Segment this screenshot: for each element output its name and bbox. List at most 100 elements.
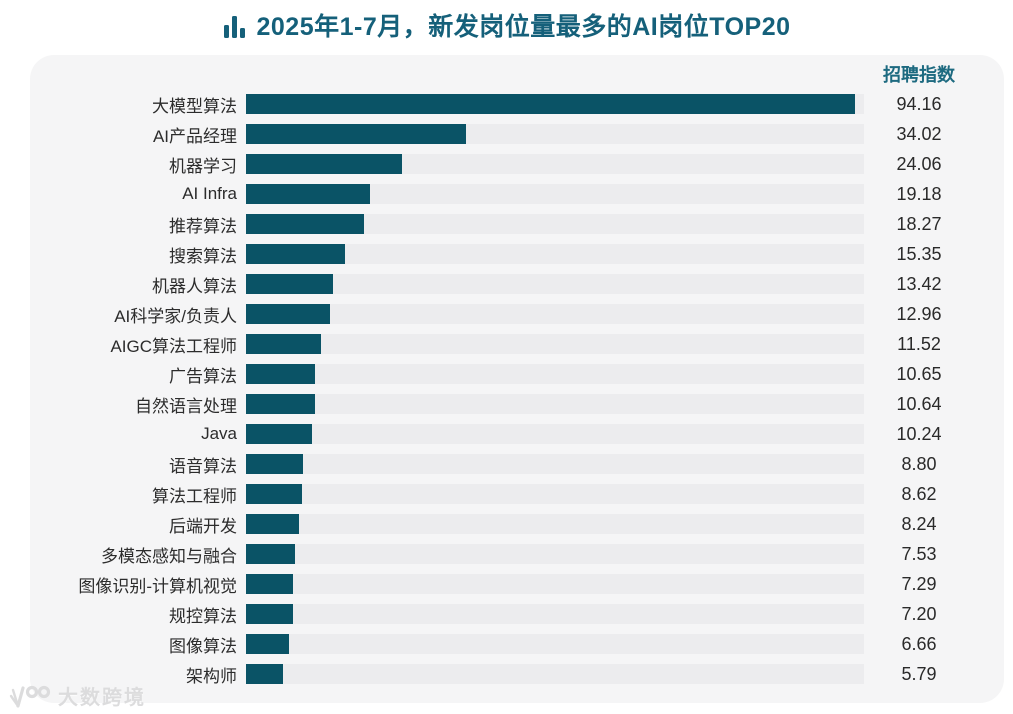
bar-fill: [246, 574, 294, 594]
title-bar: 2025年1-7月，新发岗位量最多的AI岗位TOP20: [0, 0, 1013, 50]
bar-fill: [246, 364, 315, 384]
bar-label: 机器人算法: [152, 276, 237, 296]
bar-label: 规控算法: [169, 606, 237, 626]
bar-label: 图像算法: [169, 636, 237, 656]
bar-track: [246, 454, 864, 474]
bar-label: 广告算法: [169, 366, 237, 386]
bar-fill: [246, 154, 402, 174]
bar-fill: [246, 304, 330, 324]
bar-fill: [246, 184, 371, 204]
bar-row: 机器学习 24.06: [46, 149, 974, 179]
bar-label: AI Infra: [182, 184, 237, 203]
bar-value: 10.24: [896, 423, 942, 444]
bar-track: [246, 394, 864, 414]
bar-row: 大模型算法 94.16: [46, 89, 974, 119]
chart-card: 招聘指数 大模型算法 94.16 AI产品经理 34.02 机器学习 24.06…: [30, 55, 1004, 703]
bar-value: 8.80: [901, 453, 937, 474]
bar-row: 图像算法 6.66: [46, 629, 974, 659]
bar-fill: [246, 244, 346, 264]
bar-fill: [246, 514, 300, 534]
bar-row: AI科学家/负责人 12.96: [46, 299, 974, 329]
bar-row: AI Infra 19.18: [46, 179, 974, 209]
bar-value: 8.62: [901, 483, 937, 504]
bar-label: 语音算法: [169, 456, 237, 476]
bar-track: [246, 124, 864, 144]
bar-track: [246, 634, 864, 654]
bar-label: 机器学习: [169, 156, 237, 176]
bar-row: 机器人算法 13.42: [46, 269, 974, 299]
bar-row: 后端开发 8.24: [46, 509, 974, 539]
bar-label: 推荐算法: [169, 216, 237, 236]
bar-row: 规控算法 7.20: [46, 599, 974, 629]
bar-fill: [246, 124, 467, 144]
bar-value: 19.18: [896, 183, 942, 204]
value-column-header: 招聘指数: [883, 65, 955, 85]
bar-fill: [246, 334, 321, 354]
bar-track: [246, 334, 864, 354]
bar-fill: [246, 604, 293, 624]
bar-track: [246, 664, 864, 684]
bar-fill: [246, 274, 333, 294]
bar-fill: [246, 424, 313, 444]
bar-rows: 大模型算法 94.16 AI产品经理 34.02 机器学习 24.06 AI I…: [46, 89, 974, 689]
bar-value: 8.24: [901, 513, 937, 534]
page-title: 2025年1-7月，新发岗位量最多的AI岗位TOP20: [256, 13, 791, 41]
bar-label: 多模态感知与融合: [101, 546, 237, 566]
bar-fill: [246, 394, 315, 414]
bar-label: Java: [201, 424, 237, 443]
bar-track: [246, 244, 864, 264]
bar-row: 架构师 5.79: [46, 659, 974, 689]
bar-fill: [246, 214, 365, 234]
bar-value: 10.65: [896, 363, 942, 384]
bar-label: 后端开发: [169, 516, 237, 536]
bar-label: 搜索算法: [169, 246, 237, 266]
bar-value: 18.27: [896, 213, 942, 234]
bar-row: 广告算法 10.65: [46, 359, 974, 389]
bar-value: 7.53: [901, 543, 937, 564]
bar-track: [246, 94, 864, 114]
bar-label: AIGC算法工程师: [110, 336, 237, 356]
bar-track: [246, 424, 864, 444]
bar-row: Java 10.24: [46, 419, 974, 449]
bar-label: AI科学家/负责人: [114, 306, 237, 326]
bar-fill: [246, 664, 284, 684]
bar-fill: [246, 484, 302, 504]
bar-row: 多模态感知与融合 7.53: [46, 539, 974, 569]
bar-label: 大模型算法: [152, 96, 237, 116]
bar-track: [246, 484, 864, 504]
bar-chart-icon: [223, 14, 247, 40]
bar-value: 15.35: [896, 243, 942, 264]
bar-label: 自然语言处理: [135, 396, 237, 416]
bar-row: 搜索算法 15.35: [46, 239, 974, 269]
bar-row: 语音算法 8.80: [46, 449, 974, 479]
bar-track: [246, 514, 864, 534]
bar-value: 13.42: [896, 273, 942, 294]
bar-value: 12.96: [896, 303, 942, 324]
bar-label: 算法工程师: [152, 486, 237, 506]
bar-fill: [246, 94, 856, 114]
bar-track: [246, 184, 864, 204]
bar-track: [246, 364, 864, 384]
bar-track: [246, 304, 864, 324]
bar-row: AI产品经理 34.02: [46, 119, 974, 149]
bar-fill: [246, 454, 303, 474]
bar-track: [246, 574, 864, 594]
bar-track: [246, 544, 864, 564]
bar-value: 24.06: [896, 153, 942, 174]
bar-track: [246, 214, 864, 234]
bar-value: 7.20: [901, 603, 937, 624]
bar-label: 架构师: [186, 666, 237, 686]
bar-row: 推荐算法 18.27: [46, 209, 974, 239]
bar-label: 图像识别-计算机视觉: [78, 576, 237, 596]
bar-row: 自然语言处理 10.64: [46, 389, 974, 419]
bar-row: AIGC算法工程师 11.52: [46, 329, 974, 359]
value-header-row: 招聘指数: [46, 59, 974, 89]
bar-value: 94.16: [896, 93, 942, 114]
bar-value: 34.02: [896, 123, 942, 144]
bar-value: 6.66: [901, 633, 937, 654]
bar-fill: [246, 544, 295, 564]
bar-value: 7.29: [901, 573, 937, 594]
bar-value: 5.79: [901, 663, 937, 684]
bar-row: 算法工程师 8.62: [46, 479, 974, 509]
